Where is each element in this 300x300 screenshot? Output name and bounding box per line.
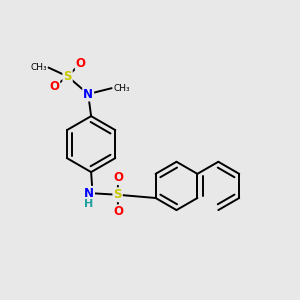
- Text: O: O: [76, 57, 86, 70]
- Text: N: N: [83, 88, 93, 100]
- Text: N: N: [84, 187, 94, 200]
- Text: O: O: [49, 80, 59, 93]
- Text: O: O: [113, 171, 123, 184]
- Text: H: H: [84, 199, 94, 208]
- Text: CH₃: CH₃: [113, 84, 130, 93]
- Text: O: O: [113, 205, 123, 218]
- Text: S: S: [63, 70, 72, 83]
- Text: CH₃: CH₃: [30, 63, 47, 72]
- Text: S: S: [113, 188, 122, 201]
